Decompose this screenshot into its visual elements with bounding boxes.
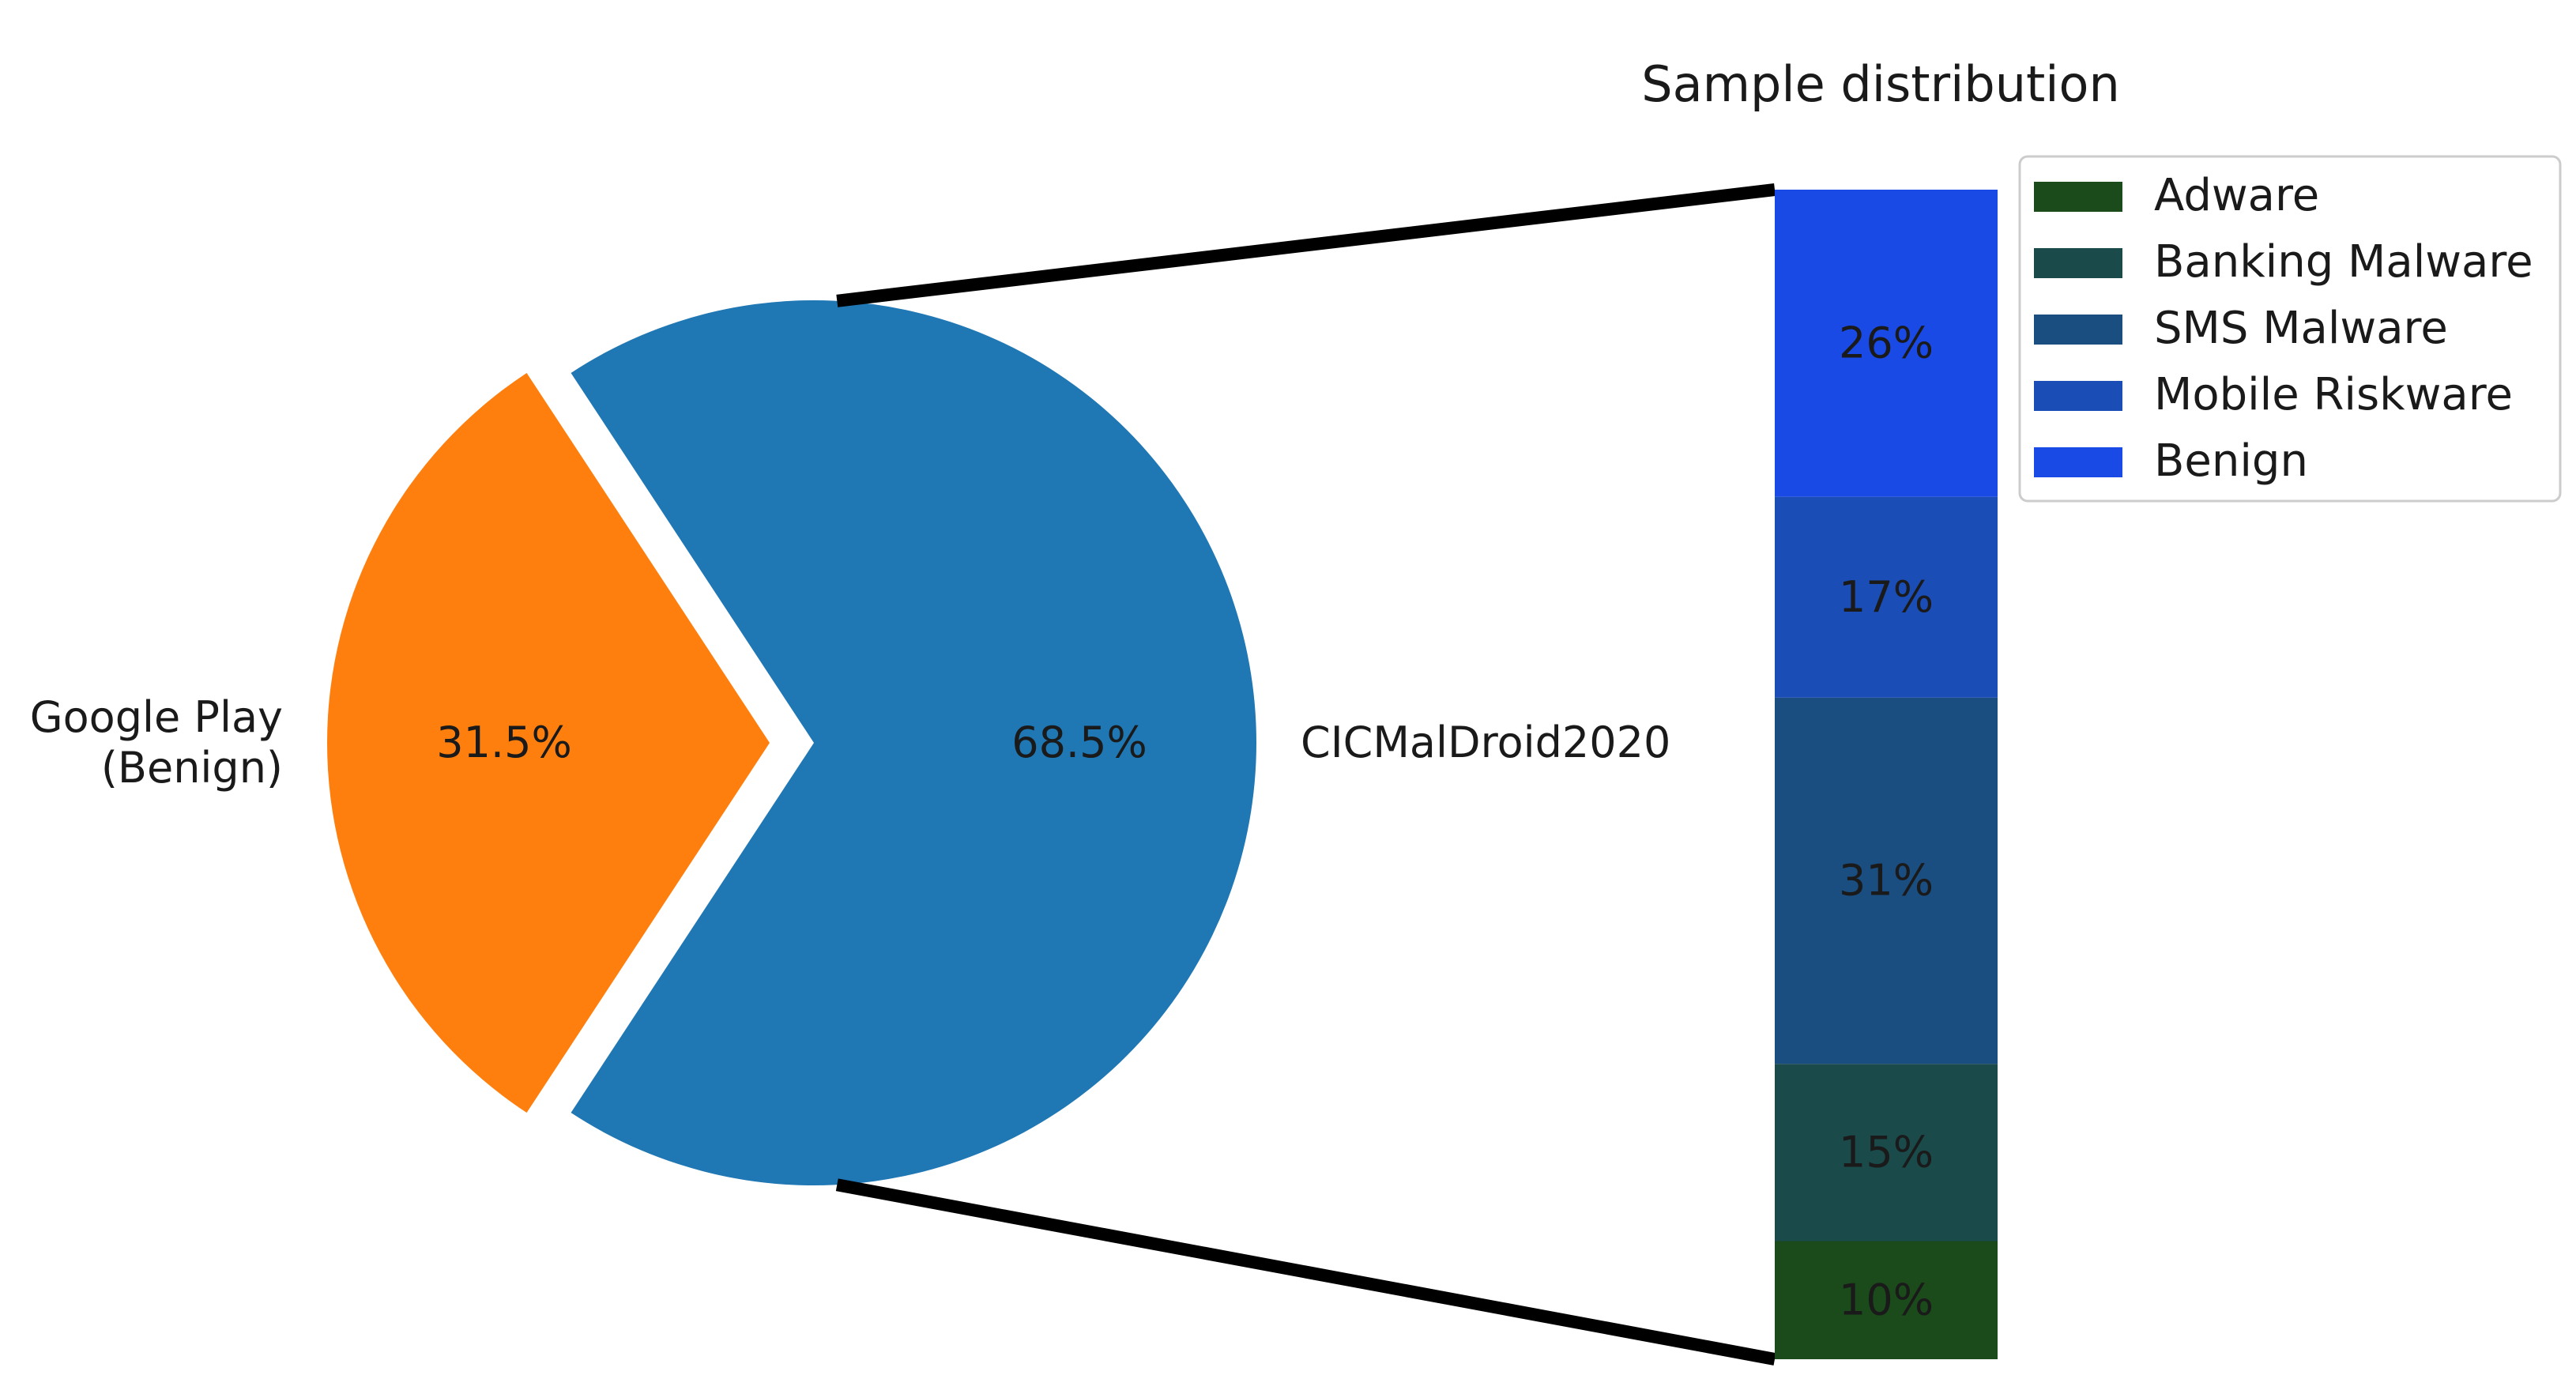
- bar-segment-adware: [1775, 1241, 1998, 1359]
- legend-label-banking-malware: Banking Malware: [2154, 236, 2533, 288]
- pie-value-label-google-play-benign: 31.5%: [436, 718, 572, 767]
- pie-category-label-cicmaldroid2020: CICMalDroid2020: [1301, 718, 1670, 767]
- bar-value-label-benign: 26%: [1839, 318, 1934, 367]
- bar-segment-banking-malware: [1775, 1064, 1998, 1241]
- pie-category-label-google-play-benign: Google Play (Benign): [30, 692, 283, 793]
- legend: Adware Banking Malware SMS Malware Mobile R…: [2018, 155, 2562, 503]
- legend-swatch-mobile-riskware: [2034, 381, 2122, 411]
- legend-swatch-adware: [2034, 182, 2122, 212]
- bar-segment-mobile-riskware: [1775, 496, 1998, 698]
- bar-value-label-mobile-riskware: 17%: [1839, 572, 1934, 622]
- pie-slice-cicmaldroid2020: [571, 300, 1257, 1186]
- pie-chart: 31.5% Google Play (Benign) 68.5% CICMalDroid…: [30, 300, 1670, 1186]
- bar-value-label-adware: 10%: [1839, 1275, 1934, 1324]
- legend-label-mobile-riskware: Mobile Riskware: [2154, 369, 2513, 420]
- legend-label-benign: Benign: [2154, 435, 2308, 487]
- bar-value-label-sms-malware: 31%: [1839, 856, 1934, 906]
- legend-swatch-sms-malware: [2034, 315, 2122, 345]
- pie-slice-google-play-benign: [326, 372, 770, 1113]
- legend-swatch-banking-malware: [2034, 248, 2122, 278]
- bar-title: Sample distribution: [1641, 55, 2120, 113]
- bar-value-label-banking-malware: 15%: [1839, 1127, 1934, 1177]
- legend-swatch-benign: [2034, 447, 2122, 477]
- legend-frame: [2018, 155, 2562, 503]
- bar-segment-benign: [1775, 190, 1998, 497]
- connector-line-top: [836, 183, 1776, 307]
- connector-line-bottom: [835, 1178, 1776, 1366]
- stacked-bar: 10% 15% 31% 17% 26%: [1775, 190, 1998, 1359]
- connector-lines: [835, 183, 1776, 1366]
- bar-segment-sms-malware: [1775, 697, 1998, 1064]
- pie-value-label-cicmaldroid2020: 68.5%: [1011, 718, 1147, 767]
- legend-label-adware: Adware: [2154, 170, 2319, 221]
- legend-label-sms-malware: SMS Malware: [2154, 303, 2448, 354]
